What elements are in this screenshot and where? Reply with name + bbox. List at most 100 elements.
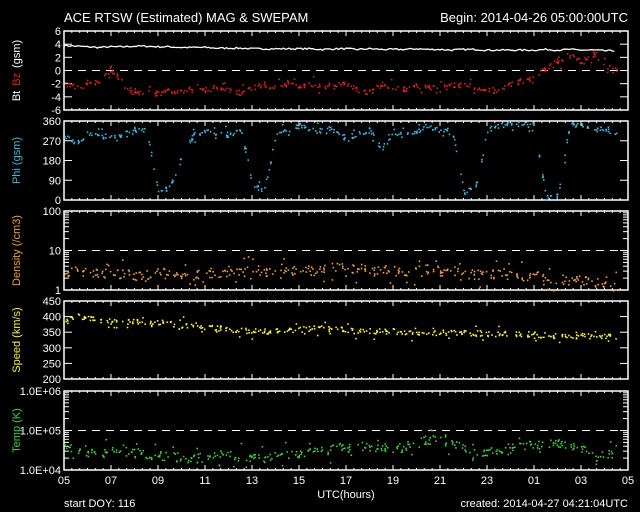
data-point [408,86,411,88]
data-point [431,429,433,432]
data-point [247,87,250,90]
data-point [197,277,200,280]
data-point [603,333,606,336]
data-point [233,458,236,461]
data-point [163,459,166,462]
data-point [391,88,394,90]
data-point [194,284,197,286]
data-point [591,452,594,454]
data-point [460,82,462,85]
data-point [66,135,69,138]
data-point [275,328,278,331]
y-tick-label: 6 [55,26,61,38]
data-point [401,333,403,335]
data-point [397,269,400,272]
data-point [581,281,584,283]
data-point [282,130,285,133]
data-point [384,447,386,450]
data-point [482,154,484,156]
data-point [496,453,498,455]
data-point [479,286,481,288]
data-point [491,334,493,336]
data-point [174,92,176,95]
data-point [590,334,593,336]
data-point [609,65,611,67]
data-point [312,127,314,130]
data-point [102,138,105,140]
data-point [489,448,491,451]
data-point [395,88,397,91]
data-point [385,330,387,332]
data-point [264,461,266,464]
data-point [318,326,321,329]
data-point [248,332,250,334]
data-point [554,333,557,335]
data-point [70,316,72,318]
data-point [543,179,545,181]
data-point [397,445,399,447]
data-point [351,329,354,331]
data-point [511,447,514,449]
data-point [399,330,402,333]
data-point [535,273,538,276]
data-point [333,88,336,90]
data-point [185,323,188,326]
y-tick-label: 350 [43,327,61,339]
data-point [153,168,155,170]
data-point [458,441,461,444]
data-point [390,78,393,81]
data-point [550,281,552,284]
data-point [222,83,224,85]
data-point [324,321,326,324]
data-point [240,268,242,271]
data-point [77,85,79,88]
data-point [518,121,520,123]
data-point [211,276,213,279]
data-point [213,132,215,135]
data-point [248,329,250,331]
data-point [568,283,570,286]
data-point [134,126,136,129]
x-tick-label: 15 [293,475,305,487]
data-point [418,128,420,131]
data-point [613,282,616,285]
data-point [285,130,287,132]
data-point [524,448,526,451]
data-point [490,274,492,277]
data-point [509,447,511,449]
data-point [355,89,358,92]
data-point [140,129,143,132]
data-point [96,80,99,83]
data-point [141,128,144,130]
data-point [271,273,274,275]
data-point [267,456,269,458]
data-point [487,449,490,452]
data-point [438,131,440,133]
data-point [333,128,335,131]
data-point [319,127,321,130]
data-point [426,272,429,275]
y-tick-label: 1.0E+05 [20,426,61,438]
data-point [199,452,201,455]
y-axis-label: Speed (km/s) [11,307,23,372]
y-label-part: Bt [11,91,23,101]
data-point [288,457,290,459]
data-point [206,272,208,275]
data-point [222,88,225,90]
data-point [95,133,97,135]
data-point [589,337,591,340]
data-point [376,330,379,333]
data-point [285,267,288,269]
data-point [423,436,425,439]
data-point [144,280,147,282]
data-point [443,269,445,271]
y-tick-label: 1.0E+06 [20,386,61,398]
data-point [397,331,399,334]
data-point [351,328,354,330]
data-point [376,273,379,275]
data-point [552,66,555,69]
data-point [260,271,263,274]
data-point [136,443,138,445]
data-point [229,87,231,90]
data-point [298,327,300,330]
